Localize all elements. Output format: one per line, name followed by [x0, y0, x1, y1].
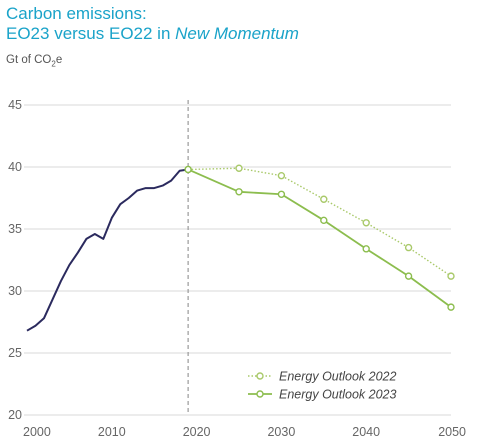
chart-title: Carbon emissions: EO23 versus EO22 in Ne… — [6, 4, 299, 44]
data-point-eo22 — [404, 243, 413, 252]
y-tick-label: 30 — [8, 284, 22, 298]
data-point-eo22 — [447, 272, 455, 280]
data-point-eo22 — [362, 219, 370, 227]
legend: Energy Outlook 2022 Energy Outlook 2023 — [248, 370, 396, 402]
x-tick-label: 2040 — [352, 425, 380, 439]
data-point-eo23 — [404, 272, 413, 280]
title-line-2: EO23 versus EO22 in New Momentum — [6, 24, 299, 44]
legend-label-eo23: Energy Outlook 2023 — [279, 388, 396, 402]
y-axis-unit: Gt of CO2e — [6, 54, 62, 68]
title-line-1: Carbon emissions: — [6, 4, 147, 23]
gridlines — [24, 104, 451, 416]
title-prefix: EO23 versus EO22 in — [6, 24, 176, 43]
unit-prefix: Gt of CO — [6, 54, 52, 66]
data-point-eo22 — [235, 164, 243, 172]
series-group — [26, 164, 455, 332]
y-tick-label: 45 — [8, 98, 22, 112]
unit-suffix: e — [55, 54, 63, 66]
data-point-eo23 — [447, 303, 455, 311]
legend-marker-eo22 — [256, 372, 264, 380]
x-tick-label: 2010 — [98, 425, 126, 439]
x-tick-label: 2050 — [438, 425, 466, 439]
data-point-eo23 — [235, 188, 243, 196]
data-point-eo23 — [320, 216, 328, 225]
legend-label-eo22: Energy Outlook 2022 — [279, 370, 396, 384]
y-tick-label: 40 — [8, 160, 22, 174]
data-point-eo23 — [184, 165, 192, 174]
series-line-eo23 — [187, 168, 452, 308]
series-line-eo22 — [188, 167, 452, 277]
x-tick-labels: 2000 2010 2020 2030 2040 2050 — [23, 425, 466, 439]
legend-marker-eo23 — [256, 390, 264, 398]
x-tick-label: 2020 — [183, 425, 211, 439]
y-tick-labels: 20 25 30 35 40 45 — [8, 98, 22, 422]
x-tick-label: 2000 — [23, 425, 51, 439]
y-tick-label: 35 — [8, 222, 22, 236]
data-point-eo23 — [277, 190, 286, 198]
unit-subscript: 2 — [51, 59, 56, 69]
data-point-eo22 — [320, 195, 328, 203]
x-tick-label: 2030 — [267, 425, 295, 439]
data-point-eo22 — [277, 171, 286, 180]
title-emphasis: New Momentum — [175, 24, 299, 43]
data-point-eo23 — [362, 245, 370, 253]
y-tick-label: 25 — [8, 346, 22, 360]
series-line-history — [26, 168, 189, 332]
y-tick-label: 20 — [8, 408, 22, 422]
